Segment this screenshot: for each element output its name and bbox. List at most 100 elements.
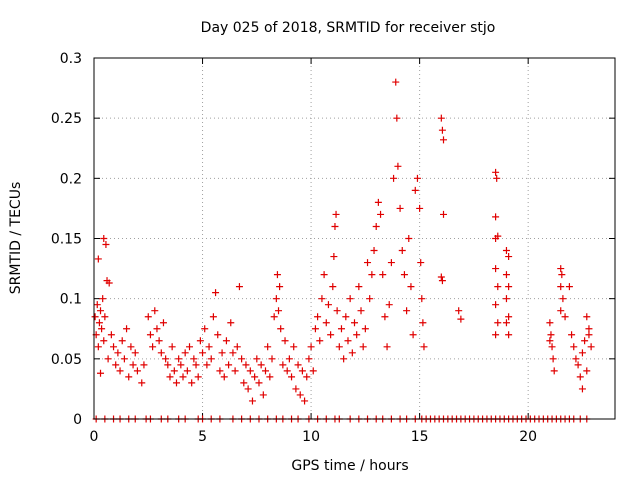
data-point-marker bbox=[440, 136, 448, 144]
data-point-marker bbox=[94, 343, 102, 351]
data-point-marker bbox=[277, 325, 285, 333]
data-point-marker bbox=[138, 379, 146, 387]
y-tick-label: 0.2 bbox=[60, 171, 82, 187]
data-point-marker bbox=[100, 235, 108, 242]
data-point-marker bbox=[157, 349, 165, 357]
data-point-marker bbox=[437, 273, 445, 281]
data-point-marker bbox=[105, 279, 113, 287]
x-tick-label: 15 bbox=[411, 429, 429, 445]
data-point-marker bbox=[220, 373, 228, 381]
data-point-marker bbox=[502, 247, 510, 255]
data-point-marker bbox=[383, 343, 391, 351]
data-point-marker bbox=[279, 361, 287, 369]
data-point-marker bbox=[393, 114, 401, 122]
data-point-marker bbox=[288, 373, 296, 381]
y-tick-label: 0.05 bbox=[51, 352, 82, 368]
data-point-marker bbox=[175, 355, 183, 363]
data-point-marker bbox=[330, 253, 338, 261]
data-point-marker bbox=[177, 361, 185, 369]
data-point-marker bbox=[235, 283, 243, 291]
data-point-marker bbox=[222, 337, 230, 345]
data-point-marker bbox=[578, 349, 586, 357]
data-point-marker bbox=[104, 355, 112, 363]
data-point-marker bbox=[359, 343, 367, 351]
data-point-marker bbox=[93, 301, 101, 309]
data-point-marker bbox=[238, 355, 246, 363]
data-point-marker bbox=[411, 186, 419, 194]
data-point-marker bbox=[502, 271, 510, 279]
data-point-marker bbox=[437, 114, 445, 122]
data-point-marker bbox=[392, 78, 400, 86]
data-point-marker bbox=[457, 315, 465, 323]
data-point-marker bbox=[251, 373, 259, 381]
data-point-marker bbox=[337, 325, 345, 333]
data-point-marker bbox=[272, 295, 280, 303]
data-point-marker bbox=[227, 319, 235, 327]
data-point-marker bbox=[231, 367, 239, 375]
data-point-marker bbox=[370, 247, 378, 255]
data-point-marker bbox=[183, 367, 191, 375]
data-point-marker bbox=[212, 289, 220, 297]
data-point-marker bbox=[578, 385, 586, 393]
data-point-marker bbox=[99, 295, 107, 303]
data-point-marker bbox=[492, 168, 500, 176]
data-point-marker bbox=[565, 283, 573, 291]
data-point-marker bbox=[318, 295, 326, 303]
data-point-marker bbox=[583, 313, 591, 321]
data-point-marker bbox=[455, 307, 463, 315]
data-point-marker bbox=[264, 343, 272, 351]
data-point-marker bbox=[505, 283, 513, 291]
data-point-marker bbox=[387, 259, 395, 267]
data-point-marker bbox=[309, 367, 317, 375]
data-point-marker bbox=[361, 325, 369, 333]
data-point-marker bbox=[164, 361, 172, 369]
data-point-marker bbox=[94, 255, 102, 263]
data-point-marker bbox=[199, 349, 207, 357]
data-point-marker bbox=[572, 355, 580, 363]
x-tick-label: 5 bbox=[198, 429, 207, 445]
data-point-marker bbox=[557, 265, 565, 273]
data-point-marker bbox=[385, 301, 393, 309]
data-point-marker bbox=[116, 367, 124, 375]
data-point-marker bbox=[547, 331, 555, 339]
data-point-marker bbox=[492, 213, 500, 221]
data-point-marker bbox=[409, 331, 417, 339]
data-point-marker bbox=[120, 355, 128, 363]
data-point-marker bbox=[168, 343, 176, 351]
data-point-marker bbox=[166, 373, 174, 381]
data-point-marker bbox=[505, 331, 513, 339]
data-point-marker bbox=[357, 307, 365, 315]
data-point-marker bbox=[97, 369, 105, 377]
data-points bbox=[91, 78, 595, 423]
data-point-marker bbox=[214, 331, 222, 339]
data-point-marker bbox=[494, 319, 502, 327]
data-point-marker bbox=[240, 379, 248, 387]
data-point-marker bbox=[390, 174, 398, 182]
data-point-marker bbox=[335, 343, 343, 351]
data-point-marker bbox=[557, 307, 565, 315]
data-point-marker bbox=[505, 253, 513, 261]
data-point-marker bbox=[153, 325, 161, 333]
data-point-marker bbox=[351, 319, 358, 327]
data-point-marker bbox=[320, 271, 328, 279]
data-point-marker bbox=[381, 313, 389, 321]
data-point-marker bbox=[311, 325, 319, 333]
data-point-marker bbox=[253, 355, 261, 363]
data-point-marker bbox=[417, 259, 425, 267]
data-point-marker bbox=[438, 126, 446, 134]
data-point-marker bbox=[546, 337, 554, 345]
data-point-marker bbox=[377, 210, 385, 218]
data-point-marker bbox=[125, 373, 133, 381]
data-point-marker bbox=[209, 313, 217, 321]
data-point-marker bbox=[344, 337, 352, 345]
data-point-marker bbox=[140, 361, 148, 369]
data-point-marker bbox=[550, 367, 558, 375]
data-point-marker bbox=[146, 331, 154, 339]
data-point-marker bbox=[574, 361, 582, 369]
data-point-marker bbox=[131, 349, 139, 357]
data-point-marker bbox=[585, 331, 593, 339]
data-point-marker bbox=[407, 283, 415, 291]
data-point-marker bbox=[492, 331, 500, 339]
data-point-marker bbox=[413, 174, 421, 182]
data-point-marker bbox=[159, 319, 167, 327]
